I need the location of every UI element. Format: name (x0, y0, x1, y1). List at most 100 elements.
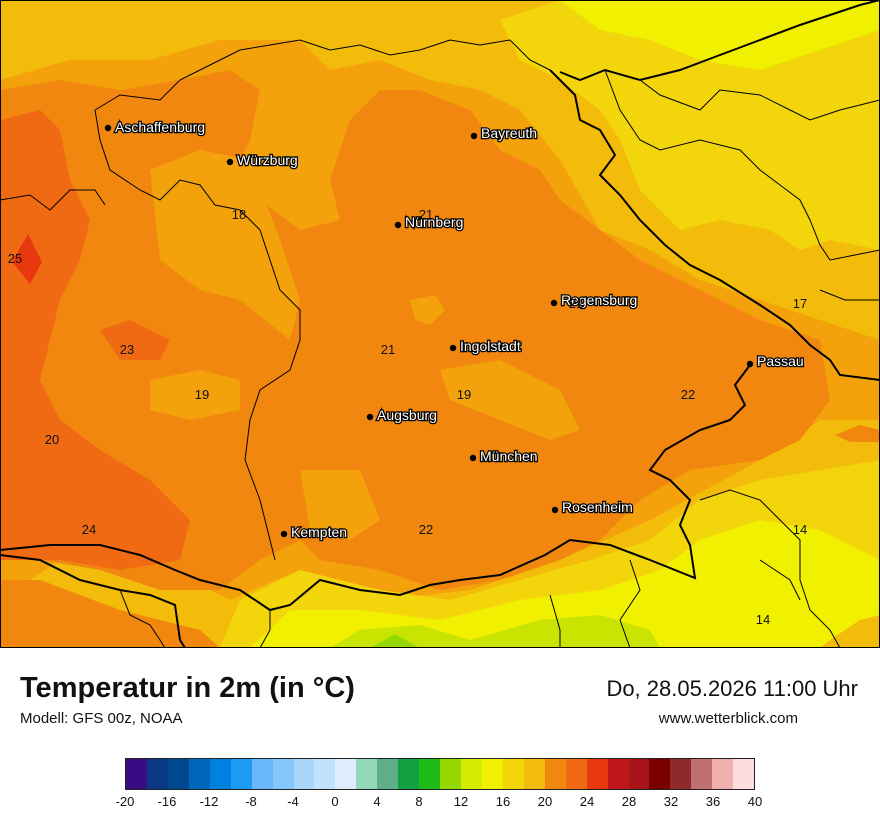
scale-swatch (209, 759, 231, 789)
scale-swatch (167, 759, 189, 789)
scale-swatch (502, 759, 524, 789)
temp-value: 23 (120, 342, 134, 357)
svg-text:Nürnberg: Nürnberg (405, 214, 463, 230)
region-northeast-bright (500, 0, 880, 250)
scale-swatch (461, 759, 482, 789)
scale-swatch (335, 759, 357, 789)
scale-label: 0 (331, 794, 339, 809)
temp-value: 14 (756, 612, 770, 627)
scale-label: 28 (621, 794, 637, 809)
scale-swatch (733, 759, 755, 789)
scale-swatch (523, 759, 545, 789)
scale-swatch (314, 759, 336, 789)
region-patch-nuremberg (410, 295, 445, 325)
temp-value: 14 (793, 522, 807, 537)
scale-label: 36 (705, 794, 721, 809)
scale-label: 32 (663, 794, 679, 809)
svg-text:München: München (480, 448, 538, 464)
temp-value: 22 (681, 387, 695, 402)
scale-swatch (544, 759, 566, 789)
scale-swatch (293, 759, 315, 789)
scale-swatch (356, 759, 378, 789)
city-bayreuth[interactable]: Bayreuth (470, 124, 538, 142)
color-scale-labels: -20 -16 -12 -8 -4 0 4 8 12 16 20 24 28 32 36 40 (0, 794, 880, 814)
temp-value: 24 (82, 522, 96, 537)
region-patch-kempten (300, 470, 380, 540)
region-23-patch (100, 320, 170, 360)
scale-label: -12 (199, 794, 219, 809)
region-top-bright (560, 0, 880, 70)
city-markers: Aschaffenburg Würzburg Bayreuth Nürnberg… (104, 118, 805, 541)
legend-footer: Temperatur in 2m (in °C) Modell: GFS 00z… (0, 648, 880, 830)
city-aschaffenburg[interactable]: Aschaffenburg (104, 118, 206, 136)
model-info: Modell: GFS 00z, NOAA (20, 710, 183, 727)
temp-value: 20 (45, 432, 59, 447)
scale-label: 8 (415, 794, 423, 809)
region-southwest-orange (0, 580, 220, 648)
city-wuerzburg[interactable]: Würzburg (226, 151, 299, 169)
scale-swatch (565, 759, 587, 789)
website-link[interactable]: www.wetterblick.com (658, 710, 798, 727)
forecast-datetime: Do, 28.05.2026 11:00 Uhr (606, 676, 858, 701)
city-ingolstadt[interactable]: Ingolstadt (449, 337, 522, 355)
region-alps-green (370, 634, 420, 648)
temp-value: 22 (419, 522, 433, 537)
scale-label: 4 (373, 794, 381, 809)
temp-value: 25 (8, 251, 22, 266)
city-passau[interactable]: Passau (746, 352, 805, 370)
scale-label: 24 (579, 794, 595, 809)
temp-value: 17 (793, 296, 807, 311)
scale-swatch (649, 759, 671, 789)
temp-value: 18 (232, 207, 246, 222)
scale-swatch (398, 759, 420, 789)
scale-swatch (691, 759, 713, 789)
scale-label: -8 (245, 794, 257, 809)
city-rosenheim[interactable]: Rosenheim (551, 498, 634, 516)
scale-swatch (230, 759, 252, 789)
region-west-hotspot (12, 234, 42, 284)
scale-swatch (670, 759, 692, 789)
svg-text:Rosenheim: Rosenheim (562, 499, 633, 515)
map-title: Temperatur in 2m (in °C) (20, 672, 355, 704)
svg-text:Regensburg: Regensburg (561, 292, 637, 308)
temp-value: 19 (195, 387, 209, 402)
region-patch-wuerzburg (150, 150, 300, 340)
scale-swatch (440, 759, 461, 789)
scale-swatch (481, 759, 503, 789)
temp-value: 21 (419, 207, 433, 222)
scale-label: 12 (453, 794, 469, 809)
scale-swatch (251, 759, 273, 789)
scale-label: -20 (115, 794, 135, 809)
scale-label: -16 (157, 794, 177, 809)
scale-swatch (146, 759, 168, 789)
scale-swatch (419, 759, 441, 789)
city-augsburg[interactable]: Augsburg (366, 406, 438, 424)
svg-text:Kempten: Kempten (291, 524, 347, 540)
city-kempten[interactable]: Kempten (280, 523, 348, 541)
temperature-map: Aschaffenburg Würzburg Bayreuth Nürnberg… (0, 0, 880, 648)
scale-swatch (628, 759, 650, 789)
temp-value: 21 (569, 296, 583, 311)
scale-label: 20 (537, 794, 553, 809)
svg-text:Bayreuth: Bayreuth (481, 125, 537, 141)
scale-swatch (586, 759, 608, 789)
scale-swatch (272, 759, 294, 789)
scale-swatch (607, 759, 629, 789)
svg-text:Würzburg: Würzburg (237, 152, 298, 168)
city-nuernberg[interactable]: Nürnberg (394, 213, 465, 231)
temp-value: 21 (381, 342, 395, 357)
temp-value: 19 (457, 387, 471, 402)
svg-text:Aschaffenburg: Aschaffenburg (115, 119, 205, 135)
scale-swatch (188, 759, 210, 789)
state-borders (0, 39, 880, 648)
scale-label: 40 (747, 794, 763, 809)
scale-swatch (377, 759, 399, 789)
scale-label: 16 (495, 794, 511, 809)
region-patch-west (150, 370, 240, 420)
region-alps-lime (330, 615, 660, 648)
region-alps-bright (250, 520, 880, 648)
scale-label: -4 (287, 794, 299, 809)
city-muenchen[interactable]: München (469, 447, 539, 465)
city-regensburg[interactable]: Regensburg (550, 291, 639, 309)
region-west-deep-orange (0, 110, 190, 570)
